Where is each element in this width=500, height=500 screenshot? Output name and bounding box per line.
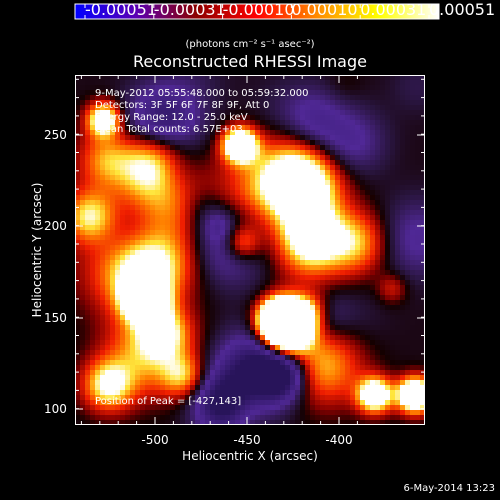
y-tick-label: 200 bbox=[44, 219, 67, 233]
image-map bbox=[75, 75, 425, 425]
x-axis-title: Heliocentric X (arcsec) bbox=[182, 449, 318, 463]
timestamp: 6-May-2014 13:23 bbox=[403, 483, 495, 494]
info-time-range: 9-May-2012 05:55:48.000 to 05:59:32.000 bbox=[95, 88, 309, 99]
y-axis-title: Heliocentric Y (arcsec) bbox=[30, 182, 44, 318]
x-tick-label: -400 bbox=[325, 433, 353, 447]
colorbar-tick-label: -0.00010 bbox=[222, 0, 295, 19]
colorbar-tick-label: 0.00051 bbox=[429, 0, 496, 19]
colorbar-tick-label: 0.00031 bbox=[360, 0, 427, 19]
info-detectors: Detectors: 3F 5F 6F 7F 8F 9F, Att 0 bbox=[95, 100, 270, 111]
colorbar-tick-label: 0.00010 bbox=[291, 0, 358, 19]
y-tick-label: 150 bbox=[44, 311, 67, 325]
plot-title: Reconstructed RHESSI Image bbox=[133, 52, 367, 71]
y-tick-label: 100 bbox=[44, 402, 67, 416]
colorbar-tick-label: -0.00051 bbox=[85, 0, 157, 19]
colorbar-tick-label: -0.00031 bbox=[153, 0, 226, 19]
info-energy-range: Energy Range: 12.0 - 25.0 keV bbox=[95, 112, 248, 123]
peak-position-label: Position of Peak = [-427,143] bbox=[95, 396, 242, 407]
info-total-counts: Clean Total counts: 6.57E+03 bbox=[95, 124, 243, 135]
plot-frame bbox=[75, 75, 425, 425]
colorbar-gradient bbox=[74, 3, 440, 20]
rhessi-image bbox=[75, 75, 425, 425]
x-tick-label: -500 bbox=[141, 433, 169, 447]
x-tick-label: -450 bbox=[233, 433, 261, 447]
colorbar-unit-label: (photons cm⁻² s⁻¹ asec⁻²) bbox=[185, 39, 315, 50]
y-tick-label: 250 bbox=[44, 128, 67, 142]
colorbar bbox=[74, 3, 440, 20]
